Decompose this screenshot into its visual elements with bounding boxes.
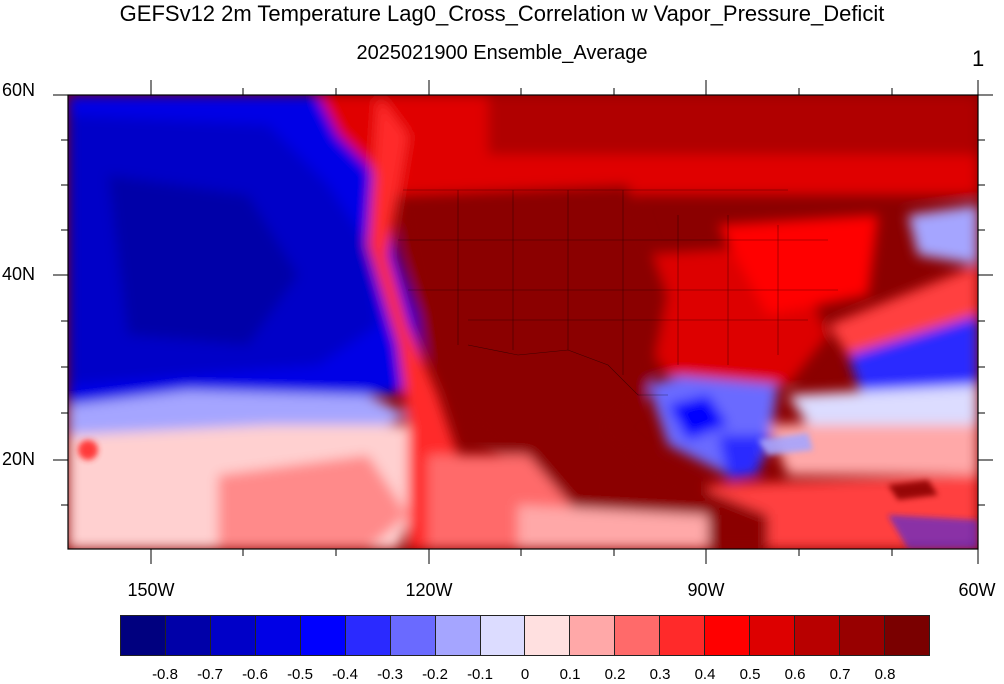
colorbar-swatch: [750, 615, 796, 656]
colorbar-tick-label: 0.3: [649, 666, 671, 683]
colorbar-tick-label: 0.8: [874, 666, 896, 683]
colorbar-swatch: [884, 615, 930, 656]
colorbar-tick-label: -0.2: [422, 666, 448, 683]
colorbar-swatch: [255, 615, 301, 656]
colorbar-tick-label: -0.6: [242, 666, 268, 683]
colorbar-tick-label: 0.5: [739, 666, 761, 683]
lat-label-60n: 60N: [2, 80, 36, 100]
colorbar: [120, 615, 930, 656]
colorbar-swatch: [300, 615, 346, 656]
colorbar-swatch: [165, 615, 211, 656]
colorbar-tick-label: 0.1: [559, 666, 581, 683]
colorbar-tick-label: 0.2: [604, 666, 626, 683]
lon-label-60w: 60W: [958, 580, 996, 600]
colorbar-swatch: [615, 615, 661, 656]
colorbar-tick-label: 0.4: [694, 666, 716, 683]
colorbar-swatch: [570, 615, 616, 656]
colorbar-swatch: [795, 615, 840, 656]
plot-title: GEFSv12 2m Temperature Lag0_Cross_Correl…: [119, 1, 885, 26]
colorbar-swatch: [210, 615, 256, 656]
colorbar-tick-label: -0.7: [197, 666, 223, 683]
colorbar-swatch: [840, 615, 885, 656]
colorbar-tick-label: -0.1: [467, 666, 493, 683]
map-field: [68, 95, 978, 549]
colorbar-swatch: [345, 615, 391, 656]
colorbar-tick-label: 0: [520, 666, 530, 683]
colorbar-tick-label: 0.6: [784, 666, 806, 683]
plot-subtitle: 2025021900 Ensemble_Average: [356, 42, 648, 64]
colorbar-tick-label: -0.3: [377, 666, 403, 683]
colorbar-swatch: [525, 615, 571, 656]
colorbar-swatch: [390, 615, 436, 656]
lon-label-90w: 90W: [687, 580, 725, 600]
colorbar-swatch: [660, 615, 706, 656]
colorbar-tick-label: -0.8: [152, 666, 178, 683]
lat-label-20n: 20N: [2, 449, 36, 469]
lon-label-150w: 150W: [127, 580, 175, 600]
correlation-map: [68, 95, 978, 549]
lon-label-120w: 120W: [405, 580, 453, 600]
colorbar-tick-label: -0.4: [332, 666, 358, 683]
lat-label-40n: 40N: [2, 264, 36, 284]
colorbar-swatch: [705, 615, 751, 656]
colorbar-tick-label: 0.7: [829, 666, 851, 683]
panel-number: 1: [972, 46, 985, 71]
colorbar-swatch: [435, 615, 481, 656]
colorbar-tick-label: -0.5: [287, 666, 313, 683]
colorbar-swatch: [120, 615, 166, 656]
colorbar-swatch: [480, 615, 526, 656]
